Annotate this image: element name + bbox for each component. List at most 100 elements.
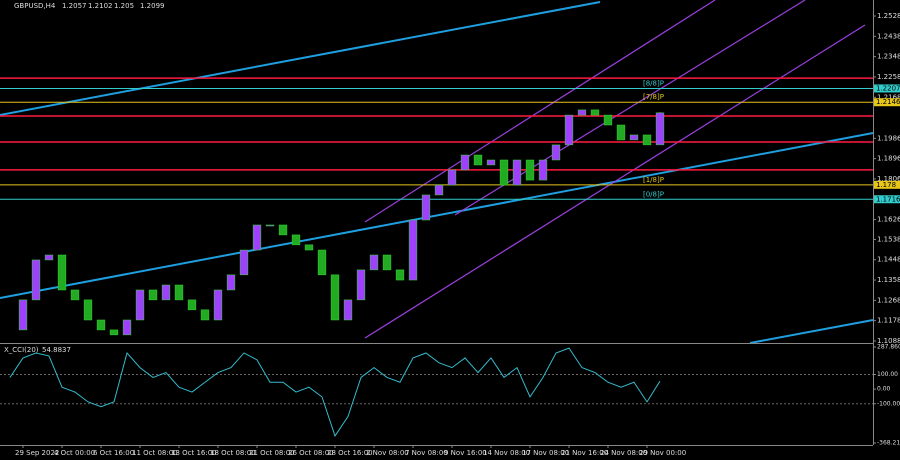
candle-body bbox=[57, 254, 67, 291]
trend-line bbox=[0, 132, 874, 299]
x-tick-label: 21 Nov 16:00 bbox=[561, 449, 608, 457]
candle-body bbox=[538, 159, 548, 181]
level-label: [7/8]P bbox=[643, 93, 664, 101]
level-price: 1.2207 bbox=[876, 84, 900, 92]
level-price-box bbox=[874, 98, 900, 107]
y-tick-label: 1.2258 bbox=[877, 73, 900, 81]
candle-body bbox=[512, 159, 522, 186]
candle-body bbox=[655, 112, 665, 146]
x-tick-label: 17 Nov 08:00 bbox=[522, 449, 569, 457]
candle-body bbox=[590, 109, 600, 116]
candle-body bbox=[499, 159, 509, 186]
candle-body bbox=[486, 159, 496, 166]
y-tick-label: 1.1448 bbox=[877, 256, 900, 264]
y-tick-label: 1.1806 bbox=[877, 175, 900, 183]
level-label: [1/8]P bbox=[643, 176, 664, 184]
bar-high: 1.2102 bbox=[88, 2, 113, 10]
x-tick-label: 24 Nov 08:00 bbox=[600, 449, 647, 457]
candle-body bbox=[239, 249, 249, 276]
level-price-box bbox=[874, 195, 900, 204]
candle-body bbox=[109, 329, 119, 336]
candle-body bbox=[525, 159, 535, 181]
candle-body bbox=[629, 134, 639, 141]
y-tick-label: -100.00 bbox=[877, 400, 900, 407]
candle-body bbox=[330, 274, 340, 321]
trend-line bbox=[749, 319, 874, 344]
candle-body bbox=[187, 299, 197, 311]
candle-body bbox=[434, 184, 444, 196]
y-tick-label: 1.1538 bbox=[877, 235, 900, 243]
y-tick-label: 1.1088 bbox=[877, 337, 900, 345]
candle-body bbox=[304, 244, 314, 251]
candle-body bbox=[135, 289, 145, 321]
candle-body bbox=[44, 254, 54, 261]
candle-body bbox=[577, 109, 587, 116]
candle-body bbox=[96, 319, 106, 331]
level-price: 1.178 bbox=[876, 181, 896, 189]
candle-body bbox=[460, 154, 470, 171]
candle-body bbox=[83, 299, 93, 321]
x-tick-label: 4 Oct 00:00 bbox=[54, 449, 95, 457]
y-tick-label: 1.1268 bbox=[877, 296, 900, 304]
x-tick-label: 29 Nov 00:00 bbox=[639, 449, 686, 457]
candle-body bbox=[148, 289, 158, 301]
candle-body bbox=[161, 284, 171, 301]
x-tick-label: 11 Oct 08:00 bbox=[132, 449, 178, 457]
x-tick-label: 26 Oct 08:00 bbox=[288, 449, 334, 457]
x-tick-label: 2 Nov 08:00 bbox=[366, 449, 409, 457]
level-label: [0/8]P bbox=[643, 190, 664, 198]
x-tick-label: 29 Sep 2022 bbox=[15, 449, 59, 457]
y-tick-label: 1.2348 bbox=[877, 53, 900, 61]
candle-body bbox=[356, 269, 366, 301]
candle-body bbox=[278, 224, 288, 236]
y-tick-label: 1.1358 bbox=[877, 276, 900, 284]
trend-line bbox=[0, 1, 601, 116]
channel-line bbox=[364, 24, 866, 339]
candle-body bbox=[616, 124, 626, 141]
candle-body bbox=[213, 289, 223, 321]
candle-body bbox=[317, 249, 327, 276]
y-tick-label: 1.2438 bbox=[877, 32, 900, 40]
candle-body bbox=[226, 274, 236, 291]
x-tick-label: 28 Oct 16:00 bbox=[327, 449, 373, 457]
candle-body bbox=[473, 154, 483, 166]
candle-body bbox=[382, 254, 392, 271]
y-tick-label: 1.2528 bbox=[877, 12, 900, 20]
x-tick-label: 18 Oct 08:00 bbox=[210, 449, 256, 457]
cci-line bbox=[9, 347, 661, 438]
candle-body bbox=[343, 299, 353, 321]
candle-body bbox=[408, 219, 418, 281]
candle-body bbox=[447, 169, 457, 186]
indicator-title: X_CCI(20) bbox=[4, 346, 39, 354]
candle-body bbox=[421, 194, 431, 221]
y-tick-label: -368.2188 bbox=[877, 440, 900, 447]
x-tick-label: 6 Oct 16:00 bbox=[93, 449, 134, 457]
y-tick-label: 1.1626 bbox=[877, 216, 900, 224]
candle-body bbox=[122, 319, 132, 336]
x-tick-label: 7 Nov 08:00 bbox=[405, 449, 448, 457]
x-tick-label: 14 Nov 08:00 bbox=[483, 449, 530, 457]
bar-open: 1.2057 bbox=[62, 2, 87, 10]
candle-body bbox=[564, 114, 574, 146]
y-tick-label: 0.00 bbox=[877, 386, 891, 393]
candle-body bbox=[603, 114, 613, 126]
y-tick-label: 287.8605 bbox=[877, 344, 900, 351]
candle-body bbox=[265, 224, 275, 227]
x-tick-label: 9 Nov 16:00 bbox=[444, 449, 487, 457]
y-tick-label: 1.1896 bbox=[877, 155, 900, 163]
y-tick-label: 1.1178 bbox=[877, 317, 900, 325]
candle-body bbox=[18, 299, 28, 331]
candle-body bbox=[551, 144, 561, 161]
y-tick-label: 100.00 bbox=[877, 371, 898, 378]
candle-body bbox=[252, 224, 262, 251]
x-tick-label: 13 Oct 16:00 bbox=[171, 449, 217, 457]
y-tick-label: 1.2168 bbox=[877, 93, 900, 101]
candle-body bbox=[31, 259, 41, 301]
candle-body bbox=[291, 234, 301, 246]
y-tick-label: 1.1986 bbox=[877, 134, 900, 142]
level-price: 1.1716 bbox=[876, 195, 900, 203]
level-price: 1.2146 bbox=[876, 98, 900, 106]
level-price-box bbox=[874, 84, 900, 93]
